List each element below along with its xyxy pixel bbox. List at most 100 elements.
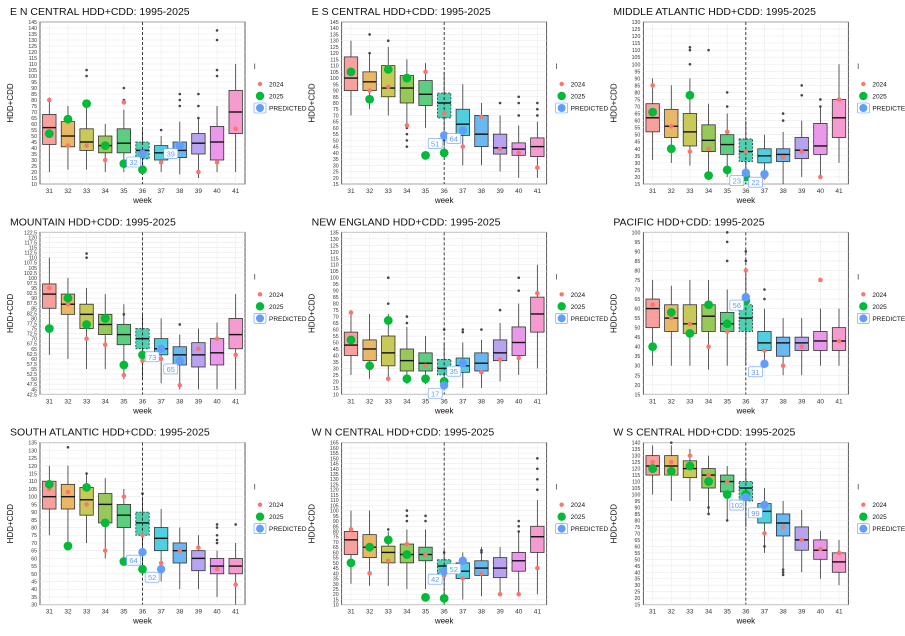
y-tick-label: 120: [330, 488, 339, 494]
chart-panel: W S CENTRAL HDD+CDD: 1995-20251520253035…: [609, 427, 905, 626]
point-2024: [158, 160, 164, 165]
x-tick-label: 40: [817, 188, 825, 195]
y-tick-label: 60: [31, 122, 37, 128]
y-tick-label: 40: [333, 151, 339, 157]
y-tick-label: 125: [632, 460, 641, 466]
x-tick-label: 36: [742, 188, 750, 195]
point-2024: [724, 129, 730, 135]
point-2025: [383, 64, 393, 74]
x-tick-label: 31: [46, 609, 54, 616]
point-2025: [44, 129, 54, 139]
y-tick-label: 115: [632, 473, 640, 479]
x-tick-label: 39: [496, 188, 504, 195]
y-tick-label: 25: [333, 373, 339, 379]
x-tick-label: 33: [83, 188, 91, 195]
point-2024: [668, 123, 674, 129]
legend-label-predicted: PREDICTED: [571, 106, 609, 113]
x-tick-label: 32: [64, 609, 72, 616]
y-tick-label: 100: [28, 74, 37, 80]
y-tick-label: 95: [31, 80, 37, 86]
x-tick-label: 36: [139, 188, 147, 195]
y-tick-label: 55: [333, 334, 339, 340]
y-tick-label: 90: [31, 296, 37, 302]
point-2024: [650, 302, 655, 308]
legend-label-2024: 2024: [571, 292, 586, 299]
point-2024: [348, 527, 354, 532]
y-tick-label: 90: [31, 86, 37, 92]
legend-swatch-predicted: [256, 314, 264, 323]
y-tick-label: 20: [333, 592, 339, 598]
legend-swatch-predicted: [557, 524, 566, 533]
y-tick-label: 87.5: [27, 301, 37, 307]
point-2024: [385, 376, 391, 382]
outlier-point: [536, 101, 539, 105]
point-2025: [666, 466, 676, 476]
y-tick-label: 75: [635, 278, 641, 284]
predicted-point: [458, 126, 468, 135]
y-tick-label: 95: [635, 499, 641, 505]
point-2025: [119, 360, 129, 370]
x-tick-label: 35: [422, 398, 430, 405]
legend-swatch-2025: [859, 302, 868, 311]
y-tick-label: 90: [31, 510, 37, 516]
point-2024: [460, 576, 466, 581]
outlier-point: [498, 101, 502, 105]
y-tick-label: 35: [635, 577, 641, 583]
point-2025: [365, 94, 375, 104]
y-tick-label: 77.5: [27, 321, 37, 327]
predicted-point: [439, 381, 449, 390]
y-tick-label: 65: [31, 116, 37, 122]
point-2025: [346, 67, 356, 77]
y-tick-label: 90: [333, 289, 339, 295]
y-tick-label: 95: [333, 82, 339, 88]
x-tick-label: 32: [366, 188, 374, 195]
y-tick-label: 115: [29, 56, 37, 62]
y-tick-label: 135: [632, 447, 641, 453]
predicted-label: 23: [733, 177, 741, 186]
y-tick-label: 110: [29, 479, 37, 485]
box: [116, 503, 131, 528]
point-2024: [497, 146, 503, 152]
y-tick-label: 120: [28, 50, 37, 56]
y-tick-label: 122.5: [24, 230, 37, 236]
point-2025: [421, 374, 430, 384]
y-tick-label: 100: [330, 76, 339, 82]
outlier-point: [781, 119, 785, 122]
box: [794, 336, 809, 351]
predicted-label: 22: [751, 178, 759, 187]
outlier-point: [461, 328, 465, 331]
y-tick-label: 100: [330, 276, 339, 282]
outlier-point: [725, 240, 729, 244]
point-2025: [685, 461, 695, 471]
predicted-label-box: [446, 133, 462, 144]
legend-label-predicted: PREDICTED: [872, 316, 905, 323]
point-2025: [704, 300, 713, 310]
box: [381, 335, 396, 367]
y-tick-label: 15: [333, 597, 339, 603]
y-tick-label: 40: [31, 587, 37, 593]
legend-label-2024: 2024: [269, 82, 284, 89]
point-2024: [140, 358, 145, 364]
y-tick-label: 50: [31, 377, 37, 383]
y-tick-label: 85: [635, 259, 641, 265]
point-2025: [722, 319, 732, 329]
outlier-point: [386, 276, 390, 279]
outlier-point: [725, 259, 729, 263]
outlier-point: [197, 116, 200, 120]
y-tick-label: 35: [333, 360, 339, 366]
point-2024: [441, 110, 447, 116]
point-2024: [743, 149, 749, 154]
outlier-point: [707, 48, 710, 52]
y-tick-label: 85: [31, 518, 37, 524]
box: [645, 298, 660, 329]
y-tick-label: 80: [31, 526, 37, 532]
y-tick-label: 80: [635, 518, 641, 524]
legend-swatch-predicted: [859, 524, 868, 533]
outlier-point: [159, 128, 163, 132]
outlier-point: [498, 308, 502, 312]
legend-swatch-predicted-box: [857, 313, 870, 324]
legend-swatch-2025: [557, 302, 566, 311]
y-tick-label: 135: [330, 230, 339, 236]
predicted-point: [458, 556, 468, 565]
point-2024: [535, 290, 540, 296]
